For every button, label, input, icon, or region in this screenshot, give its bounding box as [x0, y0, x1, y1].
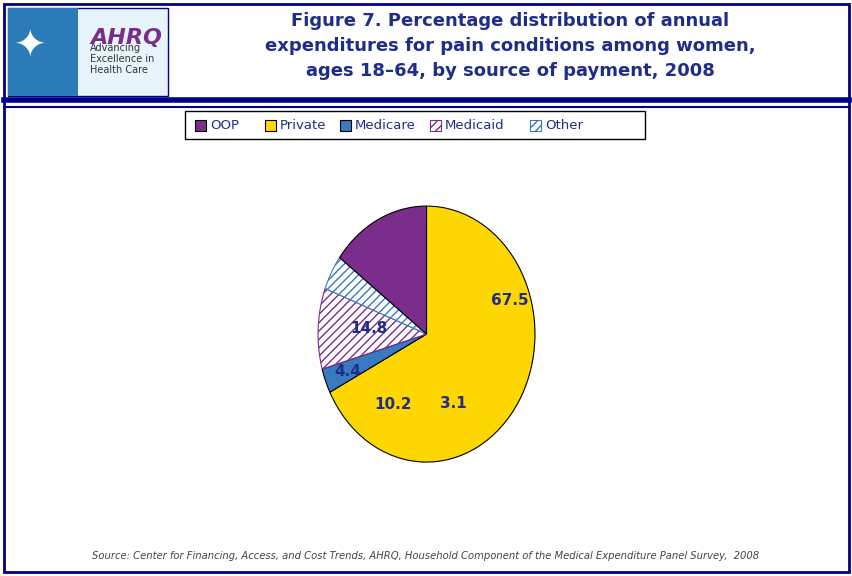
Text: 10.2: 10.2	[374, 397, 412, 412]
Wedge shape	[318, 289, 426, 369]
Bar	[429, 120, 440, 131]
Wedge shape	[325, 257, 426, 334]
Text: Medicaid: Medicaid	[445, 119, 504, 132]
Wedge shape	[330, 206, 534, 462]
Text: ✦: ✦	[14, 27, 46, 65]
Bar	[265, 120, 276, 131]
Bar	[195, 120, 206, 131]
Text: OOP: OOP	[210, 119, 239, 132]
Text: Excellence in: Excellence in	[90, 54, 154, 64]
Bar	[340, 120, 350, 131]
Text: Advancing: Advancing	[90, 43, 141, 53]
Text: 3.1: 3.1	[440, 396, 466, 411]
Text: Other: Other	[544, 119, 582, 132]
Wedge shape	[322, 334, 426, 392]
Text: Private: Private	[279, 119, 326, 132]
Text: Figure 7. Percentage distribution of annual
expenditures for pain conditions amo: Figure 7. Percentage distribution of ann…	[264, 12, 754, 80]
Bar	[529, 120, 540, 131]
Text: 14.8: 14.8	[350, 321, 388, 336]
Bar	[185, 111, 644, 139]
Wedge shape	[339, 206, 426, 334]
Text: AHRQ: AHRQ	[90, 28, 162, 48]
Text: Health Care: Health Care	[90, 65, 147, 75]
Text: Medicare: Medicare	[354, 119, 416, 132]
Text: 4.4: 4.4	[334, 364, 361, 379]
Bar	[8, 8, 78, 96]
Text: 67.5: 67.5	[490, 293, 527, 308]
Bar	[8, 8, 168, 96]
Text: Source: Center for Financing, Access, and Cost Trends, AHRQ, Household Component: Source: Center for Financing, Access, an…	[92, 551, 758, 561]
